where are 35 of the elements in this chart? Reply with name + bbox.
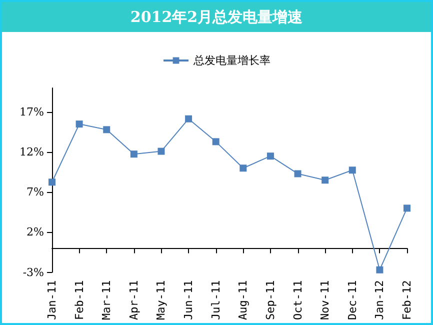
- x-tick-label: Nov-11: [318, 280, 332, 320]
- point: [158, 148, 165, 155]
- point: [404, 204, 410, 212]
- point: [266, 152, 274, 160]
- point: [348, 166, 356, 174]
- x-tick-label: Jul-11: [209, 280, 222, 320]
- y-tick-label: 12%: [20, 146, 44, 159]
- y-tick-label: 17%: [20, 106, 44, 119]
- point: [130, 150, 138, 158]
- x-tick-label: Apr-11: [127, 280, 140, 320]
- chart-title: 2012年2月总发电量增速: [2, 2, 431, 32]
- x-tick-label: Dec-11: [346, 280, 359, 320]
- point: [103, 126, 110, 134]
- x-tick-label: Jan-12: [373, 280, 386, 320]
- point: [376, 266, 384, 274]
- y-tick-label: -3%: [22, 266, 44, 279]
- y-tick-label: 7%: [26, 186, 44, 199]
- x-tick-label: Mar-11: [100, 280, 114, 320]
- point: [212, 138, 220, 146]
- point: [76, 120, 83, 128]
- x-tick-label: May-11: [154, 280, 168, 320]
- x-tick-label: Aug-11: [236, 280, 250, 320]
- y-tick-label: 2%: [26, 226, 44, 239]
- x-tick-label: Jan-11: [46, 280, 58, 320]
- x-tick-label: Feb-12: [400, 280, 414, 320]
- point: [240, 164, 247, 172]
- x-tick-label: Oct-11: [291, 280, 304, 320]
- x-tick-label: Sep-11: [264, 280, 277, 320]
- point: [294, 170, 302, 178]
- point: [48, 178, 56, 186]
- legend-label: 总发电量增长率: [192, 54, 270, 67]
- x-tick-label: Feb-11: [72, 280, 86, 320]
- x-tick-label: Jun-11: [182, 280, 196, 320]
- point: [185, 115, 192, 122]
- point: [322, 176, 329, 184]
